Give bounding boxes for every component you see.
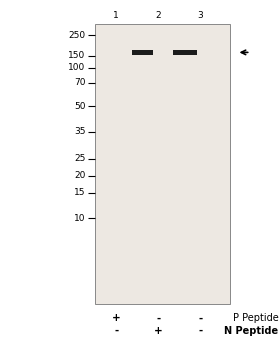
Text: -: - bbox=[198, 313, 202, 323]
Text: 2: 2 bbox=[155, 11, 161, 20]
Text: 10: 10 bbox=[74, 214, 85, 222]
Bar bbox=[95, 24, 230, 304]
Text: +: + bbox=[112, 313, 121, 323]
Text: 70: 70 bbox=[74, 78, 85, 87]
Text: 20: 20 bbox=[74, 171, 85, 180]
Text: 15: 15 bbox=[74, 188, 85, 197]
Text: 150: 150 bbox=[68, 51, 85, 60]
Text: 35: 35 bbox=[74, 127, 85, 136]
Text: N Peptide: N Peptide bbox=[225, 325, 279, 336]
Text: 100: 100 bbox=[68, 63, 85, 72]
Text: 25: 25 bbox=[74, 154, 85, 163]
Text: -: - bbox=[198, 325, 202, 336]
Text: +: + bbox=[154, 325, 163, 336]
Text: -: - bbox=[156, 313, 160, 323]
Text: P Peptide: P Peptide bbox=[233, 313, 279, 323]
Text: 50: 50 bbox=[74, 102, 85, 111]
Bar bbox=[132, 50, 153, 55]
Bar bbox=[173, 50, 197, 55]
Text: -: - bbox=[114, 325, 118, 336]
Text: 1: 1 bbox=[113, 11, 119, 20]
Text: 250: 250 bbox=[68, 31, 85, 40]
Text: 3: 3 bbox=[197, 11, 203, 20]
